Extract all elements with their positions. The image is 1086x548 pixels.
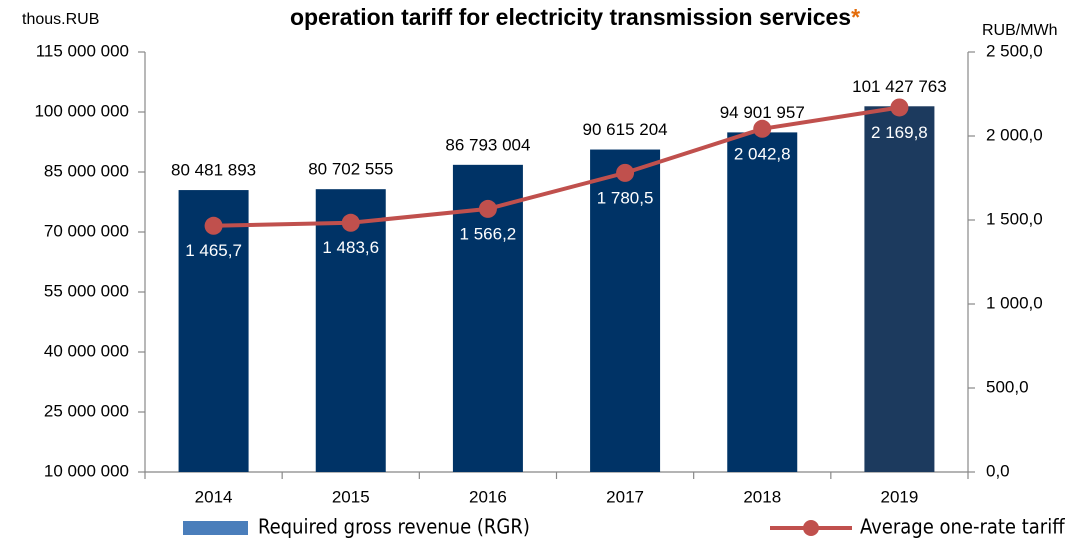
y-tick-label: 40 000 000 <box>44 341 129 360</box>
legend-label: Average one-rate tariff <box>860 515 1065 539</box>
bar-value-label: 80 481 893 <box>171 161 256 180</box>
bar-value-label: 80 702 555 <box>308 160 393 179</box>
y2-tick-label: 2 000,0 <box>986 125 1043 144</box>
bar-value-label: 90 615 204 <box>583 120 668 139</box>
y2-tick-label: 0,0 <box>986 461 1010 480</box>
legend-swatch <box>183 521 248 535</box>
y-tick-label: 100 000 000 <box>34 101 129 120</box>
y2-tick-label: 1 000,0 <box>986 293 1043 312</box>
x-tick-label: 2014 <box>195 487 233 506</box>
bar <box>864 106 935 473</box>
bar <box>315 189 386 473</box>
bar <box>178 190 249 472</box>
tariff-value-label: 1 566,2 <box>460 224 517 243</box>
y-tick-label: 115 000 000 <box>36 41 129 60</box>
tariff-value-label: 1 483,6 <box>322 238 379 257</box>
y-tick-label: 10 000 000 <box>44 461 129 480</box>
title-text: operation tariff for electricity transmi… <box>290 4 851 30</box>
legend-marker <box>803 520 819 536</box>
bar-value-label: 86 793 004 <box>445 135 530 154</box>
y-axis-label: thous.RUB <box>22 11 99 28</box>
y2-tick-label: 1 500,0 <box>986 209 1043 228</box>
tariff-point <box>204 216 223 235</box>
y-tick-label: 85 000 000 <box>44 161 129 180</box>
tariff-value-label: 2 169,8 <box>871 123 928 142</box>
y2-tick-label: 500,0 <box>986 377 1029 396</box>
y-tick-label: 25 000 000 <box>44 401 129 420</box>
tariff-line <box>213 105 900 228</box>
tariff-value-label: 1 780,5 <box>597 188 654 207</box>
x-tick-label: 2016 <box>469 487 507 506</box>
tariff-point <box>616 163 635 182</box>
tariff-value-label: 2 042,8 <box>734 144 791 163</box>
x-tick-label: 2019 <box>881 487 919 506</box>
legend-label: Required gross revenue (RGR) <box>258 515 530 539</box>
y2-tick-label: 2 500,0 <box>986 41 1043 60</box>
tariff-point <box>890 98 909 117</box>
x-tick-label: 2018 <box>743 487 781 506</box>
chart-title: operation tariff for electricity transmi… <box>290 4 860 30</box>
y-tick-label: 70 000 000 <box>44 221 129 240</box>
bar-value-label: 101 427 763 <box>852 77 947 96</box>
tariff-point <box>753 119 772 138</box>
bar <box>727 132 798 473</box>
y2-axis-label: RUB/MWh <box>982 22 1058 39</box>
x-tick-label: 2015 <box>332 487 370 506</box>
x-tick-label: 2017 <box>606 487 644 506</box>
tariff-value-label: 1 465,7 <box>185 241 242 260</box>
y-tick-label: 55 000 000 <box>44 281 129 300</box>
tariff-point <box>341 213 360 232</box>
bar <box>590 149 661 472</box>
title-note: * <box>851 4 860 30</box>
bar-value-label: 94 901 957 <box>720 103 805 122</box>
tariff-point <box>478 199 497 218</box>
